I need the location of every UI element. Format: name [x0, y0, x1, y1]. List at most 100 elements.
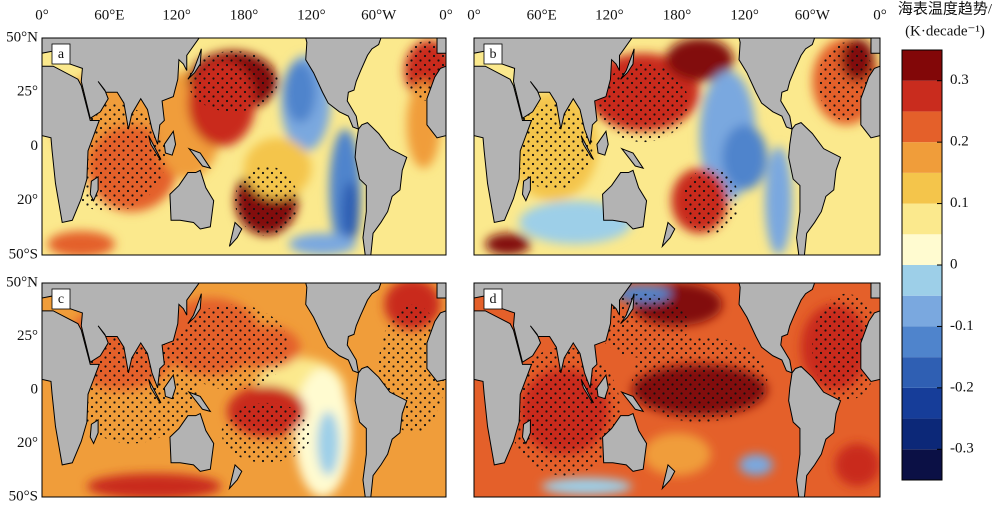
- land: [187, 391, 212, 413]
- sst-region: [722, 124, 768, 190]
- land: [580, 379, 594, 404]
- colorbar-tick-label: 0.3: [950, 72, 969, 88]
- y-tick-label: 20°: [17, 192, 38, 208]
- colorbar-band: [902, 203, 942, 235]
- x-tick-label: 120°: [595, 7, 624, 23]
- sst-region: [739, 454, 773, 476]
- land: [620, 293, 635, 325]
- colorbar-tick-label: -0.1: [950, 318, 974, 334]
- x-tick-label: 60°E: [527, 7, 557, 23]
- sst-region: [834, 443, 880, 487]
- colorbar-tick-label: 0.2: [950, 134, 969, 150]
- sst-region: [341, 181, 360, 242]
- land: [354, 365, 408, 497]
- significance: [513, 103, 593, 190]
- land: [354, 122, 408, 255]
- y-tick-label: 50°S: [9, 246, 38, 262]
- land: [474, 38, 633, 145]
- map-panel: [42, 283, 446, 497]
- y-tick-label: 0: [31, 138, 39, 154]
- map-panel: [474, 283, 880, 497]
- colorbar-band: [902, 326, 942, 358]
- colorbar-band: [902, 142, 942, 173]
- y-tick-label: 25°: [17, 328, 38, 344]
- land: [169, 412, 215, 472]
- land: [521, 419, 531, 445]
- significance: [507, 347, 621, 476]
- panel-label: c: [58, 292, 64, 307]
- sst-region: [485, 233, 531, 255]
- colorbar-tick-label: 0.1: [950, 195, 969, 211]
- land: [474, 65, 533, 224]
- sst-region: [665, 38, 734, 82]
- significance: [221, 402, 312, 463]
- land: [602, 169, 648, 230]
- panel-label-box: [483, 43, 503, 65]
- land: [860, 283, 880, 383]
- land: [42, 38, 200, 145]
- colorbar-band: [902, 234, 942, 265]
- land: [228, 221, 243, 247]
- x-tick-label: 0°: [439, 7, 453, 23]
- frame: [473, 37, 881, 256]
- significance: [235, 166, 298, 236]
- land: [187, 293, 202, 325]
- land: [228, 463, 243, 491]
- x-tick-label: 60°W: [795, 7, 831, 23]
- frame: [473, 282, 881, 498]
- land: [148, 135, 162, 160]
- frame: [41, 282, 447, 498]
- land: [860, 38, 880, 139]
- colorbar-band: [902, 387, 942, 419]
- land: [620, 391, 645, 413]
- colorbar-band: [902, 295, 942, 327]
- y-tick-label: 50°N: [6, 274, 38, 290]
- land: [521, 175, 531, 202]
- land: [163, 373, 177, 400]
- colorbar-unit: (K·decade⁻¹): [905, 23, 985, 39]
- land: [620, 147, 645, 170]
- panel-label: d: [490, 292, 497, 307]
- land: [42, 310, 100, 466]
- land: [474, 283, 633, 389]
- colorbar-band: [902, 449, 942, 480]
- sst-region: [284, 61, 316, 123]
- sst-region: [47, 231, 115, 255]
- panel-label-box: [51, 288, 71, 310]
- x-tick-label: 180°: [230, 7, 259, 23]
- significance: [187, 51, 278, 112]
- land: [620, 48, 635, 80]
- significance: [631, 336, 768, 423]
- sst-region: [764, 146, 793, 255]
- land: [788, 365, 842, 497]
- land: [148, 379, 162, 404]
- sst-region: [643, 432, 711, 476]
- panel-label: b: [490, 47, 497, 62]
- colorbar-band: [902, 172, 942, 204]
- colorbar-band: [902, 80, 942, 112]
- sst-region: [86, 473, 222, 497]
- land: [89, 175, 99, 202]
- land: [661, 221, 676, 249]
- y-tick-label: 50°S: [9, 488, 38, 504]
- significance: [598, 293, 689, 358]
- sst-region: [541, 477, 632, 495]
- map-panel: [474, 38, 880, 255]
- land: [661, 463, 676, 491]
- x-tick-label: 60°W: [361, 7, 397, 23]
- y-tick-label: 20°: [17, 435, 38, 451]
- colorbar-band: [902, 50, 942, 81]
- colorbar-tick-label: 0: [950, 256, 958, 272]
- sst-region: [316, 411, 340, 476]
- colorbar-tick-label: -0.3: [950, 441, 974, 457]
- colorbar-tick-label: -0.2: [950, 379, 974, 395]
- land: [596, 130, 609, 156]
- land: [42, 65, 100, 224]
- y-tick-label: 0: [31, 381, 39, 397]
- x-tick-label: 120°: [162, 7, 191, 23]
- land: [42, 283, 200, 389]
- significance: [682, 168, 740, 234]
- sst-region: [288, 233, 357, 255]
- land: [163, 130, 177, 156]
